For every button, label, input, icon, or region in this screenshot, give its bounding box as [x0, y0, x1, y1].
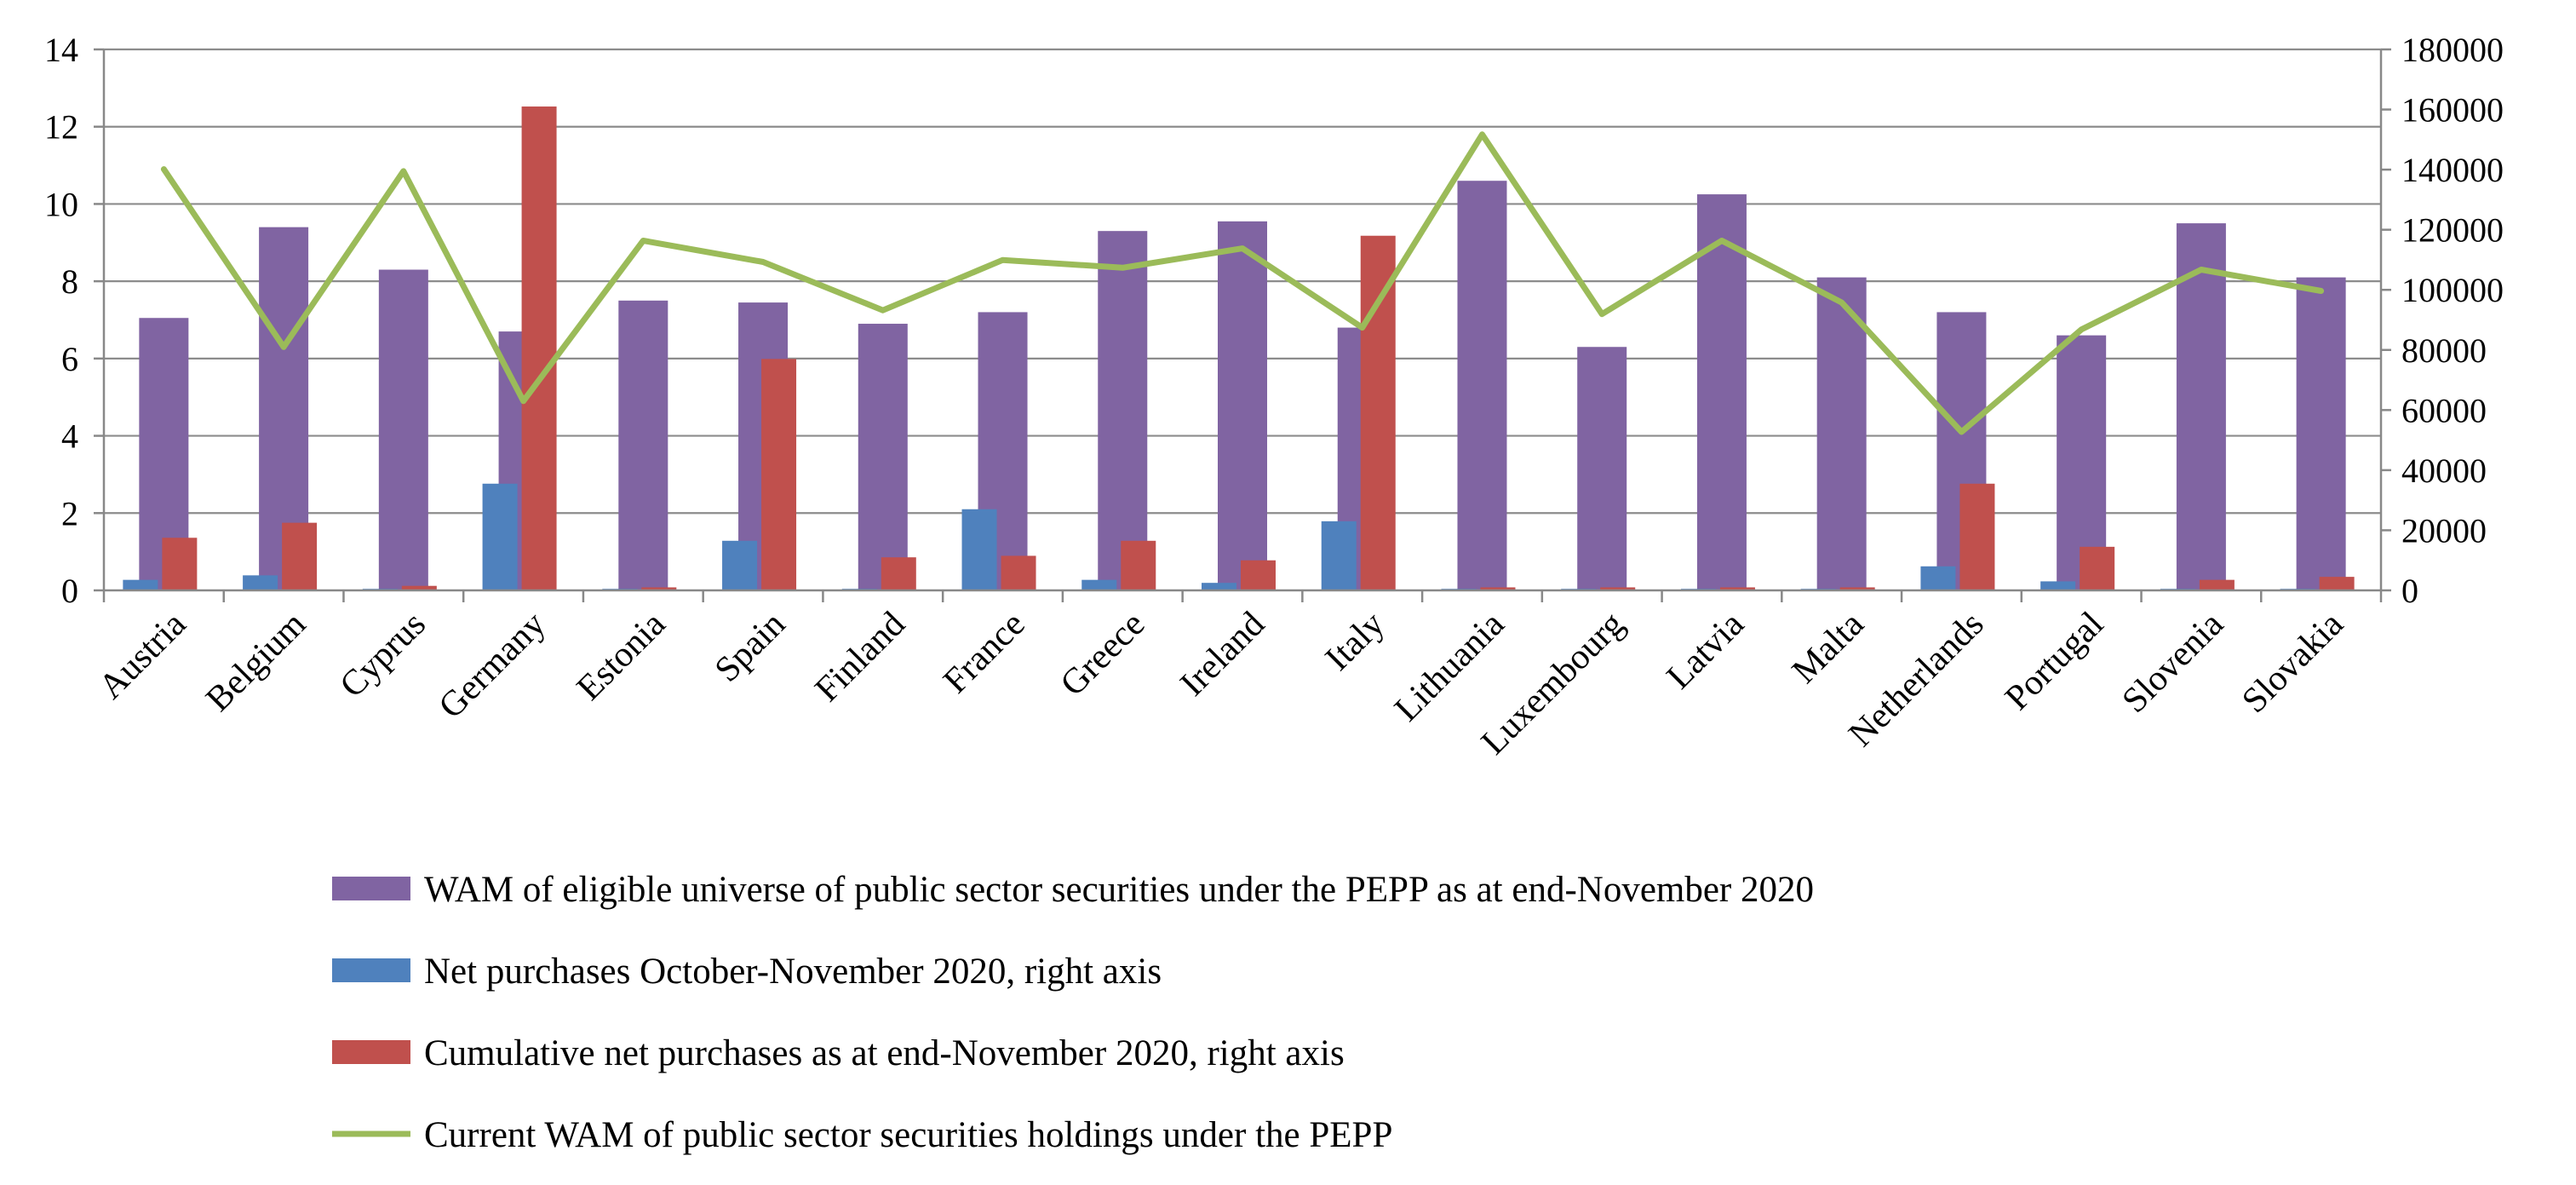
- bar-cumulative-net-purchases: [1001, 555, 1036, 590]
- x-axis-category-label: Belgium: [198, 604, 313, 719]
- bar-net-purchases: [482, 483, 518, 590]
- bar-net-purchases: [243, 575, 278, 590]
- bar-cumulative-net-purchases: [162, 538, 198, 590]
- bar-cumulative-net-purchases: [1480, 587, 1516, 590]
- right-axis-tick-label: 0: [2401, 572, 2418, 610]
- right-axis-tick-label: 40000: [2401, 452, 2487, 490]
- right-axis-tick-label: 180000: [2401, 31, 2504, 69]
- x-axis-category-label: Spain: [708, 605, 793, 690]
- legend-label: Current WAM of public sector securities …: [424, 1115, 1392, 1155]
- bar-net-purchases: [722, 540, 758, 590]
- bar-cumulative-net-purchases: [401, 585, 437, 590]
- legend: WAM of eligible universe of public secto…: [332, 870, 1814, 1155]
- bar-wam-eligible: [1816, 277, 1867, 590]
- left-axis-tick-label: 4: [61, 417, 78, 456]
- bar-marks: [123, 106, 2355, 591]
- bar-net-purchases: [1920, 566, 1956, 590]
- bar-cumulative-net-purchases: [1959, 483, 1995, 590]
- bar-wam-eligible: [2176, 223, 2226, 590]
- bar-net-purchases: [961, 509, 997, 590]
- bar-cumulative-net-purchases: [2199, 579, 2235, 590]
- bar-wam-eligible: [2296, 277, 2346, 590]
- right-axis-tick-label: 80000: [2401, 331, 2487, 370]
- bar-cumulative-net-purchases: [521, 106, 557, 591]
- bar-cumulative-net-purchases: [881, 557, 916, 590]
- bar-wam-eligible: [858, 324, 908, 590]
- bar-net-purchases: [123, 579, 158, 590]
- bar-net-purchases: [1081, 579, 1117, 590]
- bar-wam-eligible: [1218, 221, 1267, 590]
- legend-swatch: [332, 877, 410, 900]
- legend-label: WAM of eligible universe of public secto…: [424, 870, 1814, 910]
- legend-swatch: [332, 958, 410, 982]
- x-axis-category-label: Finland: [808, 605, 913, 710]
- axes: [94, 48, 2391, 602]
- line-current-wam: [160, 131, 2325, 435]
- left-axis-tick-label: 0: [61, 572, 78, 610]
- x-axis-category-label: Slovakia: [2235, 604, 2351, 721]
- bar-wam-eligible: [378, 269, 428, 590]
- left-axis-tick-label: 6: [61, 340, 78, 378]
- line-series-layer: [160, 131, 2325, 435]
- right-axis-tick-label: 120000: [2401, 211, 2504, 250]
- bar-cumulative-net-purchases: [1121, 540, 1156, 590]
- bar-cumulative-net-purchases: [1719, 587, 1755, 590]
- right-axis-tick-label: 20000: [2401, 511, 2487, 549]
- bar-cumulative-net-purchases: [282, 522, 318, 590]
- legend-swatch: [332, 1040, 410, 1064]
- bar-wam-eligible: [1577, 347, 1627, 590]
- x-axis-category-label: France: [936, 605, 1032, 701]
- bar-cumulative-net-purchases: [1600, 587, 1636, 590]
- x-axis-category-label: Slovenia: [2115, 604, 2232, 721]
- x-axis-category-label: Lithuania: [1387, 604, 1512, 729]
- bar-net-purchases: [2040, 581, 2076, 590]
- bar-wam-eligible: [618, 300, 668, 590]
- right-axis-tick-label: 160000: [2401, 91, 2504, 129]
- bar-cumulative-net-purchases: [2080, 546, 2115, 590]
- x-axis-category-label: Austria: [91, 604, 193, 706]
- bar-cumulative-net-purchases: [1839, 587, 1875, 590]
- x-axis-category-label: Ireland: [1173, 605, 1272, 705]
- x-axis-category-label: Latvia: [1660, 604, 1753, 697]
- left-axis-tick-label: 2: [61, 494, 78, 532]
- bar-cumulative-net-purchases: [1241, 560, 1276, 590]
- right-axis-tick-label: 100000: [2401, 271, 2504, 309]
- bar-cumulative-net-purchases: [761, 359, 797, 590]
- bar-net-purchases: [1321, 521, 1357, 590]
- legend-label: Cumulative net purchases as at end-Novem…: [424, 1033, 1345, 1073]
- left-axis-tick-label: 8: [61, 262, 78, 301]
- bar-net-purchases: [1202, 583, 1236, 590]
- x-axis-category-label: Italy: [1318, 605, 1392, 679]
- right-axis-tick-label: 140000: [2401, 151, 2504, 189]
- left-axis-tick-label: 10: [44, 185, 78, 223]
- left-axis-tick-label: 14: [44, 31, 78, 69]
- right-axis-tick-label: 60000: [2401, 391, 2487, 429]
- x-axis-category-label: Estonia: [570, 604, 674, 708]
- bar-wam-eligible: [1098, 231, 1148, 590]
- bar-cumulative-net-purchases: [641, 587, 677, 590]
- x-axis-category-label: Malta: [1785, 604, 1872, 691]
- bar-wam-eligible: [1696, 194, 1747, 590]
- x-axis-category-label: Portugal: [1998, 605, 2111, 718]
- bar-cumulative-net-purchases: [2319, 577, 2355, 590]
- bar-cumulative-net-purchases: [1360, 235, 1396, 590]
- left-axis-tick-label: 12: [44, 108, 78, 147]
- bar-wam-eligible: [1457, 181, 1507, 590]
- x-axis-category-label: Cyprus: [333, 605, 433, 705]
- x-axis-category-label: Germany: [432, 605, 554, 727]
- x-axis-category-label: Greece: [1053, 605, 1153, 705]
- legend-label: Net purchases October-November 2020, rig…: [424, 952, 1162, 992]
